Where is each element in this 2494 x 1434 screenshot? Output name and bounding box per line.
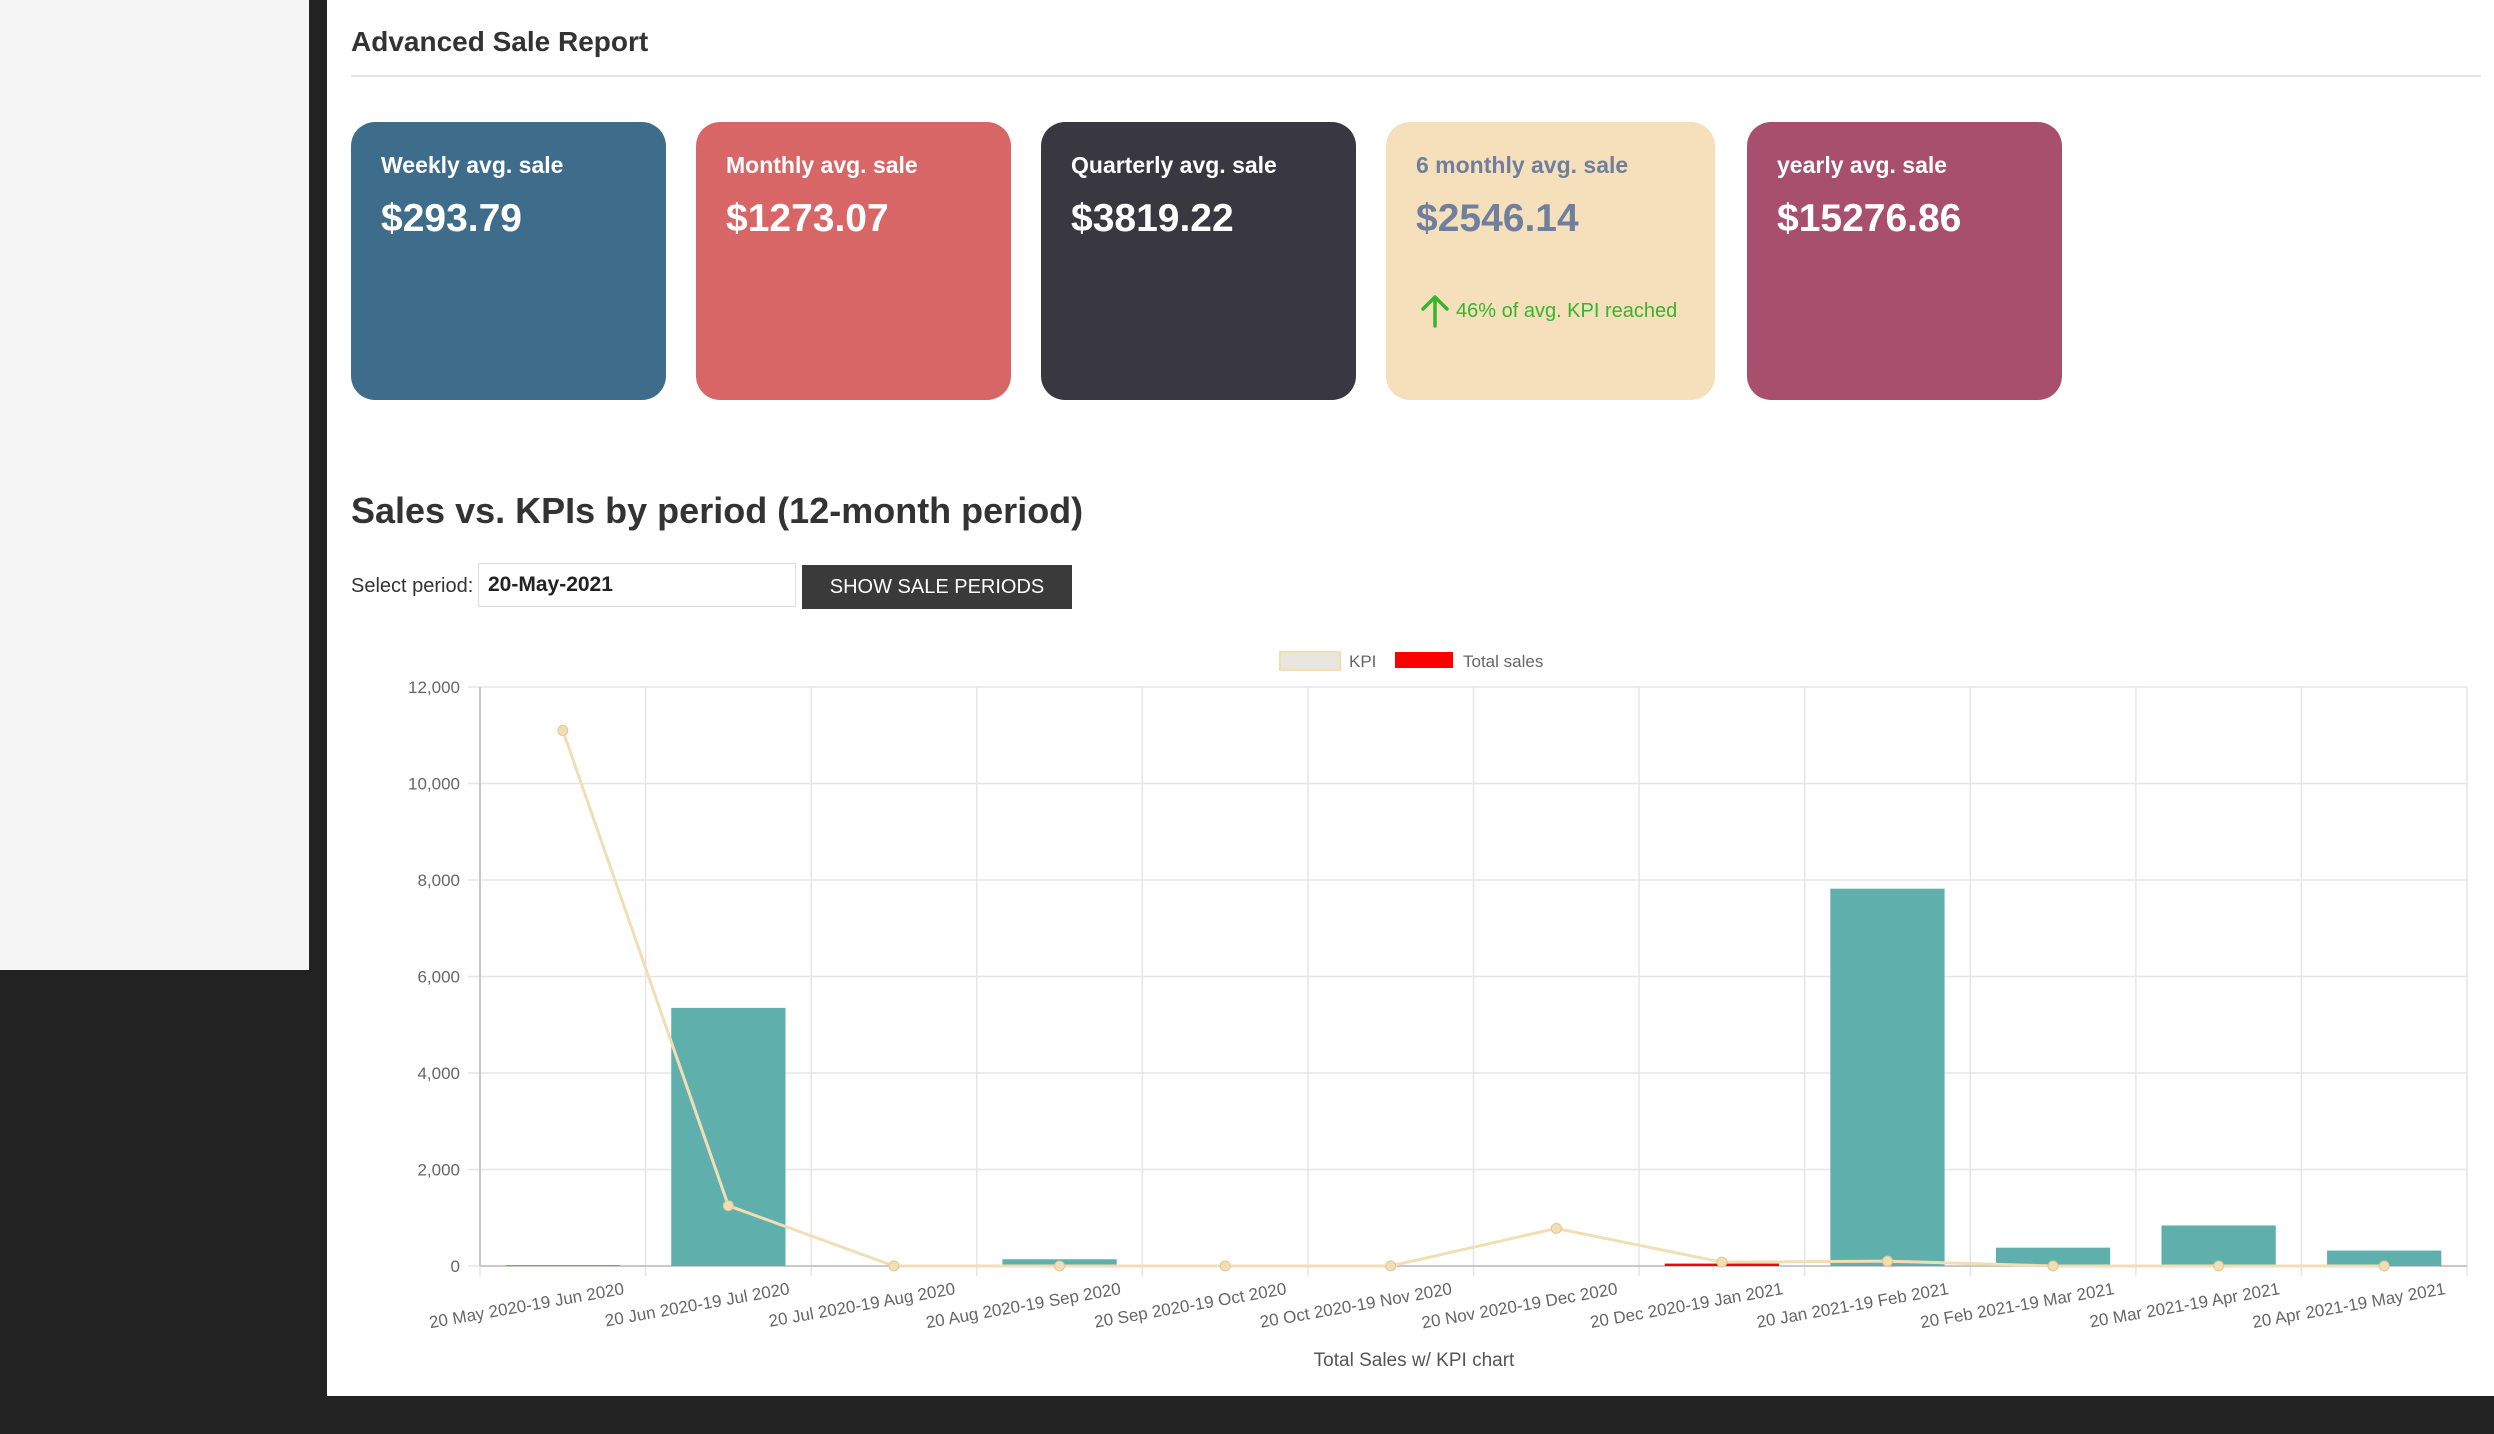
kpi-point [1054, 1260, 1066, 1272]
kpi-point [2213, 1260, 2225, 1272]
card-6monthly-avg: 6 monthly avg. sale $2546.14 46% of avg.… [1386, 122, 1715, 400]
card-monthly-avg: Monthly avg. sale $1273.07 [696, 122, 1011, 400]
x-tick-label: 20 Apr 2021-19 May 2021 [2251, 1279, 2447, 1332]
bar-total-sales [1830, 888, 1945, 1266]
x-tick-label: 20 Sep 2020-19 Oct 2020 [1093, 1279, 1288, 1332]
card-label: 6 monthly avg. sale [1416, 152, 1629, 178]
kpi-point [1385, 1260, 1397, 1272]
bar-total-sales [1995, 1247, 2111, 1266]
kpi-point [888, 1260, 900, 1272]
y-tick-label: 4,000 [417, 1064, 460, 1083]
left-panel [0, 0, 309, 970]
x-tick-label: 20 Dec 2020-19 Jan 2021 [1589, 1279, 1785, 1332]
kpi-point [2378, 1260, 2390, 1272]
card-quarterly-avg: Quarterly avg. sale $3819.22 [1041, 122, 1356, 400]
x-tick-label: 20 Feb 2021-19 Mar 2021 [1919, 1279, 2116, 1332]
sales-kpi-chart: 0 2,000 4,000 6,000 8,000 10,000 12,000 20 May … [408, 651, 2468, 1371]
card-label: Monthly avg. sale [726, 152, 918, 178]
kpi-point [2047, 1260, 2059, 1272]
x-tick-label: 20 Jun 2020-19 Jul 2020 [603, 1279, 791, 1330]
y-tick-label: 2,000 [417, 1161, 460, 1180]
section-title: Sales vs. KPIs by period (12-month perio… [351, 490, 1084, 531]
period-date-input[interactable] [478, 563, 796, 607]
y-tick-label: 8,000 [417, 871, 460, 890]
card-yearly-avg: yearly avg. sale $15276.86 [1747, 122, 2062, 400]
kpi-point [1550, 1222, 1562, 1234]
kpi-note-text: 46% of avg. KPI reached [1456, 299, 1678, 322]
card-label: Weekly avg. sale [381, 152, 564, 178]
card-weekly-avg: Weekly avg. sale $293.79 [351, 122, 666, 400]
kpi-point [1716, 1256, 1728, 1268]
card-value: $293.79 [381, 197, 522, 240]
x-axis-title: Total Sales w/ KPI chart [1314, 1350, 1515, 1371]
card-value: $3819.22 [1071, 197, 1234, 240]
kpi-point [1219, 1260, 1231, 1272]
kpi-progress-note: 46% of avg. KPI reached [1420, 294, 1677, 328]
card-value: $2546.14 [1416, 197, 1579, 240]
legend-swatch-kpi [1279, 651, 1341, 671]
card-label: Quarterly avg. sale [1071, 152, 1277, 178]
period-label: Select period: [351, 575, 474, 597]
kpi-line [561, 729, 2385, 1268]
report-panel: Advanced Sale Report Weekly avg. sale $2… [327, 0, 2494, 1396]
kpi-point [1881, 1255, 1893, 1267]
bar-total-sales [2327, 1250, 2442, 1266]
card-value: $1273.07 [726, 197, 889, 240]
kpi-point [722, 1200, 734, 1212]
page-title: Advanced Sale Report [351, 26, 649, 57]
card-label: yearly avg. sale [1777, 152, 1948, 178]
legend-label-kpi: KPI [1349, 652, 1376, 671]
title-divider [351, 75, 2481, 77]
y-tick-label: 6,000 [417, 968, 460, 987]
y-tick-label: 10,000 [408, 775, 460, 794]
kpi-point [557, 724, 569, 736]
bar-total-sales [2161, 1225, 2276, 1266]
legend-label-total-sales: Total sales [1463, 652, 1543, 671]
x-tick-label: 20 May 2020-19 Jun 2020 [428, 1279, 626, 1332]
arrow-up-icon [1421, 295, 1449, 328]
y-tick-label: 0 [451, 1257, 460, 1276]
bar-total-sales [671, 1007, 786, 1266]
legend-swatch-total-sales [1395, 652, 1453, 668]
show-sale-periods-button[interactable]: SHOW SALE PERIODS [802, 565, 1072, 609]
y-tick-label: 12,000 [408, 678, 460, 697]
card-value: $15276.86 [1777, 197, 1962, 240]
